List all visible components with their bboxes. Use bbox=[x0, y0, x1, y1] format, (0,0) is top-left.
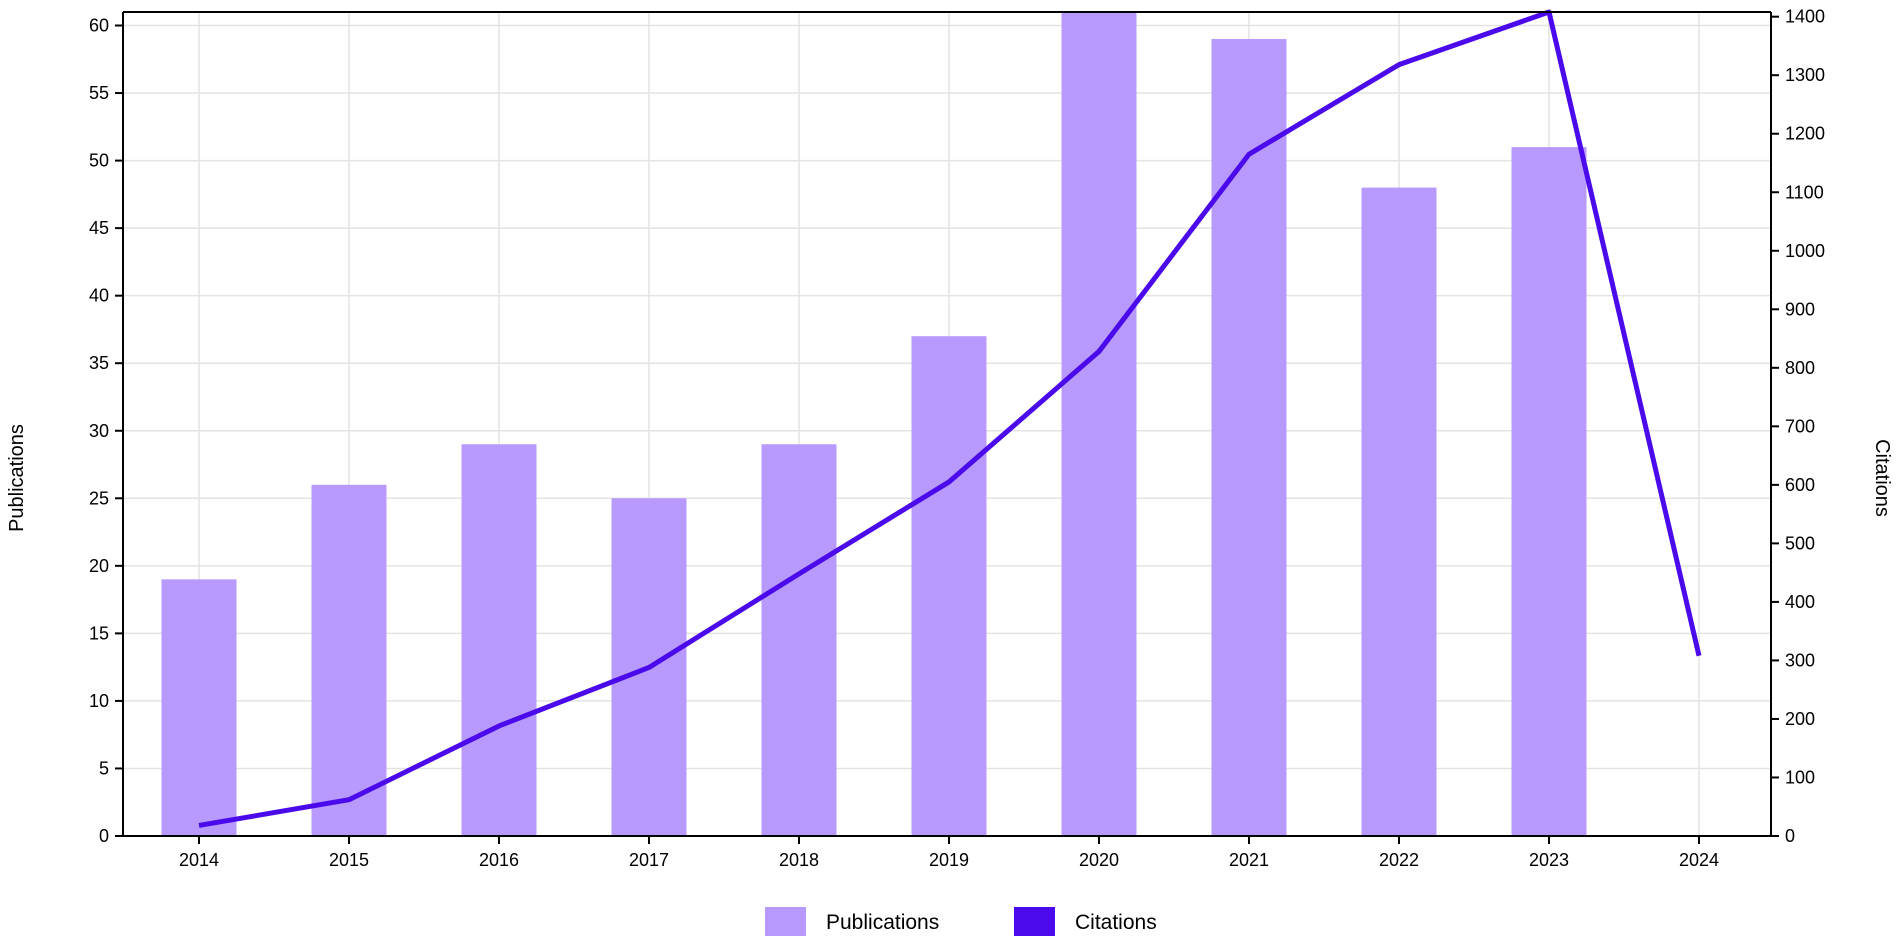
x-tick-label: 2018 bbox=[779, 850, 819, 870]
legend-swatch-citations bbox=[1014, 907, 1055, 936]
x-tick-label: 2016 bbox=[479, 850, 519, 870]
left-tick-label: 20 bbox=[89, 556, 109, 576]
right-tick-label: 800 bbox=[1785, 358, 1815, 378]
x-tick-label: 2022 bbox=[1379, 850, 1419, 870]
right-axis-ticks: 0 100 200 300 400 500 600 700 800 900 1000 1100 1200… bbox=[1771, 7, 1825, 846]
left-tick-label: 35 bbox=[89, 353, 109, 373]
right-tick-label: 600 bbox=[1785, 475, 1815, 495]
x-tick-label: 2024 bbox=[1679, 850, 1719, 870]
left-tick-label: 40 bbox=[89, 286, 109, 306]
x-tick-label: 2019 bbox=[929, 850, 969, 870]
left-tick-label: 10 bbox=[89, 691, 109, 711]
x-tick-label: 2014 bbox=[179, 850, 219, 870]
left-axis-title: Publications bbox=[6, 424, 28, 532]
bar-publications-2019 bbox=[911, 336, 987, 836]
right-tick-label: 300 bbox=[1785, 650, 1815, 670]
bar-publications-2020 bbox=[1061, 12, 1137, 836]
axes bbox=[122, 11, 1772, 837]
right-tick-label: 1400 bbox=[1785, 7, 1825, 27]
x-tick-label: 2021 bbox=[1229, 850, 1269, 870]
right-tick-label: 1000 bbox=[1785, 241, 1825, 261]
right-axis-title: Citations bbox=[1871, 439, 1893, 517]
bar-publications-2015 bbox=[311, 484, 387, 836]
x-tick-label: 2023 bbox=[1529, 850, 1569, 870]
citations-line-group bbox=[198, 9, 1702, 828]
left-tick-label: 30 bbox=[89, 421, 109, 441]
right-tick-label: 900 bbox=[1785, 299, 1815, 319]
right-tick-label: 200 bbox=[1785, 709, 1815, 729]
right-tick-label: 0 bbox=[1785, 826, 1795, 846]
left-tick-label: 15 bbox=[89, 623, 109, 643]
left-tick-label: 55 bbox=[89, 83, 109, 103]
bar-publications-2021 bbox=[1211, 39, 1287, 836]
left-axis-ticks: 0 5 10 15 20 25 30 35 40 45 50 55 60 bbox=[89, 16, 123, 846]
legend-label-citations: Citations bbox=[1075, 911, 1157, 934]
x-tick-label: 2015 bbox=[329, 850, 369, 870]
right-tick-label: 400 bbox=[1785, 592, 1815, 612]
bar-publications-2022 bbox=[1361, 187, 1437, 836]
bar-publications-2014 bbox=[161, 579, 237, 836]
legend-swatch-publications bbox=[765, 907, 806, 936]
legend: Publications Citations bbox=[765, 907, 1157, 936]
right-tick-label: 700 bbox=[1785, 416, 1815, 436]
left-tick-label: 25 bbox=[89, 488, 109, 508]
bar-publications-2018 bbox=[761, 444, 837, 836]
x-tick-label: 2020 bbox=[1079, 850, 1119, 870]
right-tick-label: 500 bbox=[1785, 533, 1815, 553]
left-tick-label: 50 bbox=[89, 151, 109, 171]
bar-publications-2023 bbox=[1511, 147, 1587, 836]
x-tick-label: 2017 bbox=[629, 850, 669, 870]
left-tick-label: 60 bbox=[89, 16, 109, 36]
legend-label-publications: Publications bbox=[826, 911, 939, 934]
bar-publications-2016 bbox=[461, 444, 537, 836]
right-tick-label: 100 bbox=[1785, 767, 1815, 787]
right-tick-label: 1100 bbox=[1785, 182, 1824, 202]
left-tick-label: 45 bbox=[89, 218, 109, 238]
right-tick-label: 1200 bbox=[1785, 124, 1825, 144]
publications-bars bbox=[161, 12, 1587, 836]
left-tick-label: 0 bbox=[99, 826, 109, 846]
x-axis-ticks: 2014 2015 2016 2017 2018 2019 2020 2021 2022 2023… bbox=[179, 836, 1719, 870]
left-tick-label: 5 bbox=[99, 758, 109, 778]
right-tick-label: 1300 bbox=[1785, 65, 1825, 85]
